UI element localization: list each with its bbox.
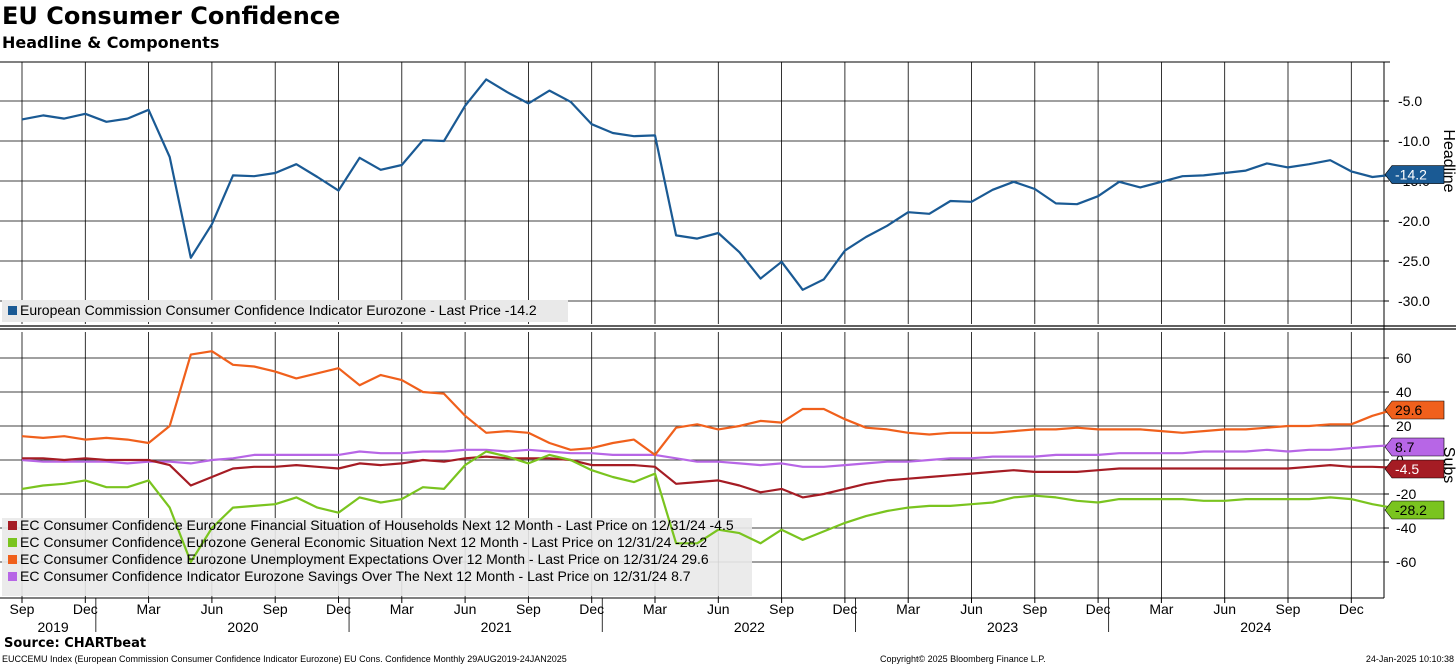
x-tick-label: Sep — [1276, 601, 1301, 617]
financial-situation-line — [22, 455, 1394, 499]
headline-value-tag-text: -14.2 — [1395, 167, 1427, 183]
x-tick-label: Mar — [390, 601, 414, 617]
headline-value-tag: -14.2 — [1384, 165, 1445, 184]
legend-entry-financial-situation: EC Consumer Confidence Eurozone Financia… — [20, 517, 734, 533]
x-tick-label: Dec — [326, 601, 351, 617]
savings-value-tag: 8.7 — [1384, 437, 1445, 457]
financial-situation-value-tag-text: -4.5 — [1395, 461, 1419, 477]
legend-box-top — [2, 300, 568, 322]
year-label: 2023 — [987, 619, 1018, 635]
year-label: 2021 — [481, 619, 512, 635]
legend-swatch — [8, 538, 17, 547]
x-tick-label: Sep — [516, 601, 541, 617]
unemployment-expectations-line — [21, 350, 1394, 456]
financial-situation-value-tag-shape — [1384, 459, 1445, 479]
y-tick-label-bottom: 20 — [1396, 418, 1412, 434]
headline-line — [21, 78, 1394, 291]
legend-swatch — [8, 306, 17, 315]
y-tick-label-top: -10.0 — [1398, 133, 1430, 149]
legend-swatch — [8, 555, 17, 564]
footer-timestamp: 24-Jan-2025 10:10:38 — [1365, 654, 1454, 664]
x-tick-label: Jun — [201, 601, 224, 617]
y-tick-label-bottom: 40 — [1396, 384, 1412, 400]
y-tick-label-top: -30.0 — [1398, 293, 1430, 309]
year-label: 2020 — [227, 619, 258, 635]
unemployment-expectations-value-tag: 29.6 — [1384, 400, 1445, 420]
headline-value-tag-shape — [1384, 165, 1445, 184]
year-label: 2022 — [734, 619, 765, 635]
year-label: 2024 — [1240, 619, 1271, 635]
savings-value-tag-shape — [1384, 437, 1445, 457]
x-tick-label: Dec — [832, 601, 857, 617]
y-tick-label-top: -25.0 — [1398, 253, 1430, 269]
y-tick-label-bottom: -20 — [1396, 486, 1416, 502]
y-tick-label-top: -20.0 — [1398, 213, 1430, 229]
unemployment-expectations-value-tag-text: 29.6 — [1395, 402, 1422, 418]
legend-box-bottom — [2, 518, 752, 596]
x-tick-label: Dec — [1086, 601, 1111, 617]
x-tick-label: Dec — [1339, 601, 1364, 617]
x-tick-label: Jun — [1213, 601, 1236, 617]
general-economic-line — [21, 450, 1394, 564]
legend-entry-savings: EC Consumer Confidence Indicator Eurozon… — [20, 568, 691, 584]
x-tick-label: Sep — [769, 601, 794, 617]
x-tick-label: Mar — [1149, 601, 1173, 617]
legend-entry-headline: European Commission Consumer Confidence … — [20, 302, 537, 318]
legend-entry-unemployment-expectations: EC Consumer Confidence Eurozone Unemploy… — [20, 551, 709, 567]
x-tick-label: Jun — [707, 601, 730, 617]
general-economic-value-tag-text: -28.2 — [1395, 502, 1427, 518]
y-tick-label-bottom: 60 — [1396, 350, 1412, 366]
x-tick-label: Sep — [1022, 601, 1047, 617]
footer-ticker: EUCCEMU Index (European Commission Consu… — [2, 654, 567, 664]
legend-top: European Commission Consumer Confidence … — [8, 302, 537, 318]
y-tick-label-bottom: -60 — [1396, 554, 1416, 570]
footer-copyright: Copyright© 2025 Bloomberg Finance L.P. — [880, 654, 1046, 664]
financial-situation-value-tag: -4.5 — [1384, 459, 1445, 479]
unemployment-expectations-value-tag-shape — [1384, 400, 1445, 420]
source-note: Source: CHARTbeat — [4, 636, 147, 651]
x-tick-label: Sep — [263, 601, 288, 617]
x-tick-label: Jun — [454, 601, 477, 617]
general-economic-value-tag-shape — [1384, 500, 1445, 520]
general-economic-value-tag: -28.2 — [1384, 500, 1445, 520]
x-tick-label: Dec — [73, 601, 98, 617]
y-tick-label-bottom: -40 — [1396, 520, 1416, 536]
chart-subtitle: Headline & Components — [2, 33, 220, 52]
x-tick-label: Sep — [10, 601, 35, 617]
legend-swatch — [8, 572, 17, 581]
legend-swatch — [8, 521, 17, 530]
legend-bottom: EC Consumer Confidence Eurozone Financia… — [8, 517, 734, 584]
savings-value-tag-text: 8.7 — [1395, 439, 1415, 455]
x-tick-label: Jun — [960, 601, 983, 617]
x-tick-label: Mar — [137, 601, 161, 617]
x-tick-label: Mar — [643, 601, 667, 617]
x-tick-label: Mar — [896, 601, 920, 617]
year-label: 2019 — [38, 619, 69, 635]
savings-line — [21, 444, 1394, 468]
y-tick-label-top: -5.0 — [1398, 93, 1422, 109]
legend-entry-general-economic: EC Consumer Confidence Eurozone General … — [20, 534, 707, 550]
chart-title: EU Consumer Confidence — [2, 2, 341, 30]
x-tick-label: Dec — [579, 601, 604, 617]
